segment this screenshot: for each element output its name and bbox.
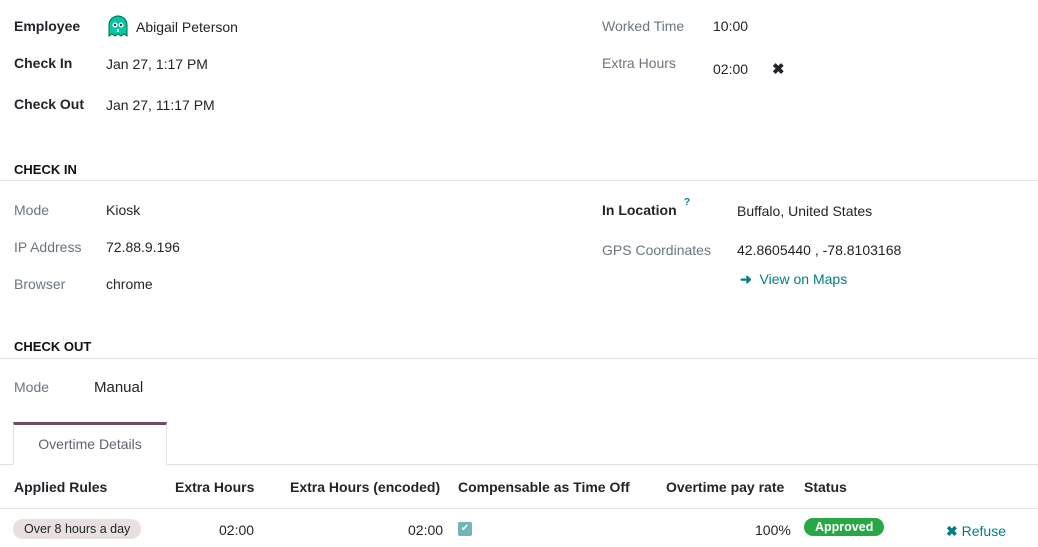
divider (0, 358, 1038, 359)
view-on-maps-link[interactable]: ➜ View on Maps (740, 271, 847, 288)
col-applied-rules[interactable]: Applied Rules (14, 479, 108, 495)
check-in-section-title: CHECK IN (14, 162, 77, 177)
compensable-checkbox[interactable]: ✔ (458, 522, 472, 536)
in-location-value: Buffalo, United States (737, 203, 873, 219)
col-status[interactable]: Status (804, 479, 847, 495)
arrow-right-icon: ➜ (740, 271, 752, 287)
worked-time-value: 10:00 (713, 18, 749, 34)
mode-label: Mode (14, 202, 50, 218)
tab-overtime-details[interactable]: Overtime Details (13, 422, 167, 465)
gps-label: GPS Coordinates (602, 242, 711, 258)
col-extra-hours-encoded[interactable]: Extra Hours (encoded) (290, 479, 441, 495)
col-extra-hours[interactable]: Extra Hours (175, 479, 255, 495)
ghost-avatar-icon[interactable] (105, 14, 131, 40)
in-location-label: In Location (602, 202, 677, 218)
extra-hours-encoded-cell: 02:00 (408, 522, 444, 538)
extra-hours-label: Extra Hours (602, 55, 676, 71)
browser-label: Browser (14, 276, 66, 292)
extra-hours-value[interactable]: 02:00 (713, 61, 749, 77)
browser-value: chrome (106, 276, 153, 292)
status-badge: Approved (804, 518, 885, 536)
help-icon[interactable]: ? (684, 197, 691, 208)
check-out-section-title: CHECK OUT (14, 339, 92, 354)
divider (0, 180, 1038, 181)
mode-value: Kiosk (106, 202, 141, 218)
employee-label: Employee (14, 18, 81, 34)
ip-label: IP Address (14, 239, 82, 255)
col-overtime-pay-rate[interactable]: Overtime pay rate (666, 479, 785, 495)
refuse-button[interactable]: ✖ Refuse (946, 523, 1006, 540)
pay-rate-cell: 100% (755, 522, 791, 538)
rule-tag: Over 8 hours a day (13, 519, 142, 539)
view-on-maps-label: View on Maps (759, 271, 848, 287)
check-out-label: Check Out (14, 96, 85, 112)
col-compensable[interactable]: Compensable as Time Off (458, 479, 630, 495)
worked-time-label: Worked Time (602, 18, 685, 34)
header-divider (0, 508, 1038, 509)
gps-value: 42.8605440 , -78.8103168 (737, 242, 902, 258)
close-icon: ✖ (946, 523, 958, 539)
refuse-label: Refuse (961, 523, 1006, 539)
employee-name[interactable]: Abigail Peterson (136, 19, 238, 35)
check-out-mode-label: Mode (14, 379, 50, 395)
check-out-mode-value[interactable]: Manual (94, 379, 144, 396)
check-out-value[interactable]: Jan 27, 11:17 PM (106, 97, 215, 113)
close-icon[interactable]: ✖ (772, 61, 785, 78)
ip-value: 72.88.9.196 (106, 239, 180, 255)
check-in-value[interactable]: Jan 27, 1:17 PM (106, 56, 208, 72)
check-in-label: Check In (14, 55, 73, 71)
tabs-divider (0, 464, 1038, 465)
extra-hours-cell: 02:00 (219, 522, 255, 538)
